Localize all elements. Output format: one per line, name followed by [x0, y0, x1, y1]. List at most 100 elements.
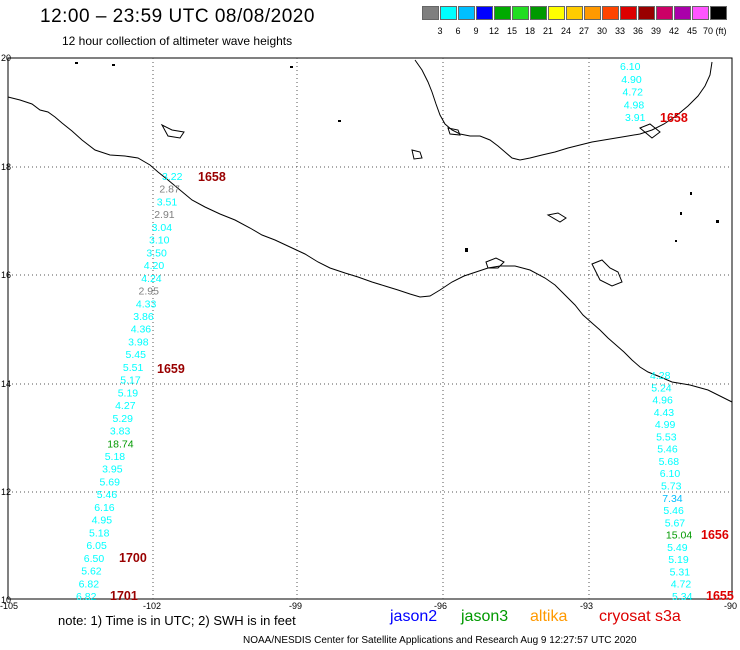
- swh-value: 2.95: [139, 286, 160, 298]
- gulf-coastline: [414, 59, 713, 161]
- lagoon: [639, 123, 661, 139]
- island: [338, 120, 341, 122]
- swh-value: 4.36: [131, 324, 152, 336]
- swh-value: 3.04: [152, 222, 173, 234]
- swh-value: 4.98: [624, 99, 645, 111]
- swh-value: 7.34: [662, 493, 683, 505]
- lagoon: [485, 257, 505, 269]
- island: [465, 248, 468, 252]
- lon-label: -96: [434, 601, 447, 611]
- legend-swatch: [710, 6, 727, 20]
- swh-value: 4.20: [144, 260, 165, 272]
- swh-value: 5.34: [672, 591, 693, 603]
- legend-label: 30: [596, 26, 608, 36]
- lagoon: [591, 259, 623, 287]
- legend-label: 21: [542, 26, 554, 36]
- legend-label: 9: [473, 26, 479, 36]
- legend-label: 45: [686, 26, 698, 36]
- swh-value: 4.33: [136, 298, 157, 310]
- satellite-jason3: jason3: [461, 608, 509, 625]
- swh-value: 6.82: [79, 578, 100, 590]
- swh-value: 5.67: [665, 517, 686, 529]
- grid-lines: [8, 58, 732, 599]
- swh-value: 6.82: [76, 591, 97, 603]
- swh-value: 5.62: [81, 566, 102, 578]
- lat-label: 12: [1, 487, 11, 497]
- swh-value: 5.19: [118, 387, 139, 399]
- legend-label: 18: [524, 26, 536, 36]
- swh-value: 4.99: [655, 419, 676, 431]
- legend-swatch: [440, 6, 457, 20]
- swh-value: 4.43: [654, 407, 675, 419]
- northeast-track-values: 6.104.904.724.983.91: [620, 61, 646, 124]
- swh-value: 5.53: [656, 431, 677, 443]
- swh-value: 3.86: [133, 311, 154, 323]
- island: [112, 64, 115, 66]
- legend-swatch: [530, 6, 547, 20]
- map-frame: [7, 57, 733, 600]
- swh-value: 6.50: [84, 553, 105, 565]
- swh-value: 6.16: [94, 502, 115, 514]
- lagoon: [447, 127, 461, 136]
- swh-value: 15.04: [666, 530, 692, 542]
- legend-label: 42: [668, 26, 680, 36]
- lat-label: 18: [1, 162, 11, 172]
- legend-label: 3: [437, 26, 443, 36]
- lat-label: 16: [1, 270, 11, 280]
- satellite-altika: altika: [530, 608, 568, 625]
- small-islands: [75, 62, 719, 252]
- legend-swatch: [620, 6, 637, 20]
- island: [680, 212, 682, 215]
- legend-swatch: [512, 6, 529, 20]
- swh-value: 6.05: [86, 540, 107, 552]
- legend-label: 12: [488, 26, 500, 36]
- swh-value: 2.87: [159, 184, 180, 196]
- coastlines: [7, 59, 733, 403]
- swh-value: 3.22: [162, 171, 183, 183]
- page-title: 12:00 – 23:59 UTC 08/08/2020: [40, 6, 315, 27]
- lagoon: [160, 123, 185, 139]
- swh-value: 3.83: [110, 426, 131, 438]
- legend-swatch: [602, 6, 619, 20]
- island: [290, 66, 293, 68]
- legend-label: 36: [632, 26, 644, 36]
- swh-value: 18.74: [107, 438, 133, 450]
- legend-swatch: [494, 6, 511, 20]
- swh-value: 4.28: [650, 370, 671, 382]
- lon-label: -99: [289, 601, 302, 611]
- swh-value: 3.10: [149, 235, 170, 247]
- swh-value: 3.50: [146, 247, 167, 259]
- swh-value: 5.46: [663, 505, 684, 517]
- swh-value: 4.24: [141, 273, 162, 285]
- pass-time-label: 1700: [119, 551, 147, 565]
- swh-value: 5.29: [113, 413, 134, 425]
- pass-times: 1658 1659 1700 1701 1658 1656 1655: [110, 111, 734, 603]
- legend-swatch: [458, 6, 475, 20]
- swh-value: 3.98: [128, 337, 149, 349]
- swh-value: 3.91: [625, 112, 646, 124]
- pass-time-label: 1658: [198, 170, 226, 184]
- legend-label: 15: [506, 26, 518, 36]
- credit-line: NOAA/NESDIS Center for Satellite Applica…: [243, 635, 637, 646]
- lagoon: [411, 149, 423, 160]
- pass-time-label: 1655: [706, 589, 734, 603]
- lon-label: -102: [143, 601, 161, 611]
- lat-label: 10: [1, 595, 11, 605]
- lon-label: -93: [580, 601, 593, 611]
- swh-value: 5.18: [105, 451, 126, 463]
- swh-value: 3.51: [157, 197, 178, 209]
- swh-value: 5.69: [100, 477, 121, 489]
- pass-time-label: 1658: [660, 111, 688, 125]
- legend-label: 33: [614, 26, 626, 36]
- legend-swatch: [566, 6, 583, 20]
- swh-value: 5.51: [123, 362, 144, 374]
- legend-label: 6: [455, 26, 461, 36]
- lat-label: 14: [1, 379, 11, 389]
- swh-value: 5.46: [657, 444, 678, 456]
- island: [716, 220, 719, 223]
- swh-value: 4.72: [623, 87, 644, 99]
- satellite-cryosat: cryosat s3a: [599, 608, 681, 625]
- lon-label: -105: [0, 601, 18, 611]
- swh-value: 5.19: [668, 554, 689, 566]
- swh-value: 3.95: [102, 464, 123, 476]
